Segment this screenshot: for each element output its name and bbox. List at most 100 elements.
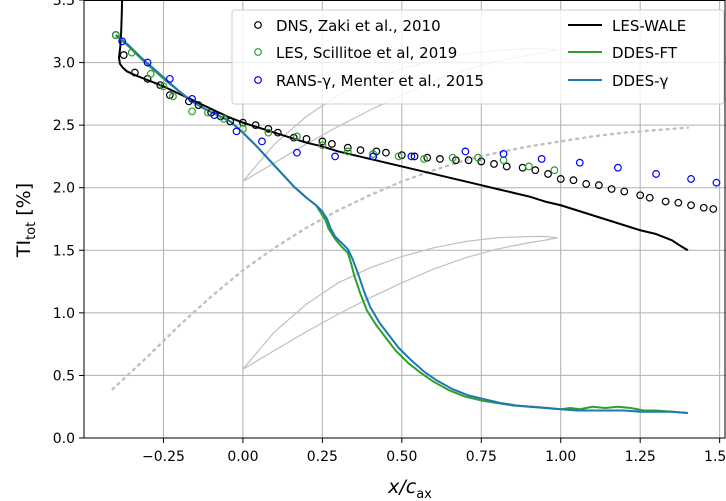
data-point-dns-zaki-et-al-2010 xyxy=(464,156,473,165)
data-point-rans-menter-et-al-2015 xyxy=(331,152,339,161)
y-tick-label: 3.0 xyxy=(53,56,75,72)
data-point-rans-menter-et-al-2015 xyxy=(499,150,508,158)
data-point-rans-menter-et-al-2015 xyxy=(407,152,416,161)
data-point-dns-zaki-et-al-2010 xyxy=(119,51,128,59)
data-point-dns-zaki-et-al-2010 xyxy=(569,176,578,185)
data-point-les-scillitoe-et-al-2019 xyxy=(219,114,228,123)
x-axis-label: x/cax xyxy=(387,476,432,501)
y-tick-label: 1.0 xyxy=(53,306,75,322)
blade-outline xyxy=(242,235,558,370)
data-point-rans-menter-et-al-2015 xyxy=(258,137,266,146)
data-point-rans-menter-et-al-2015 xyxy=(652,170,660,178)
legend-label-rans: RANS-γ, Menter et al., 2015 xyxy=(276,72,484,90)
data-point-dns-zaki-et-al-2010 xyxy=(620,187,629,196)
data-point-les-scillitoe-et-al-2019 xyxy=(204,108,212,117)
data-point-dns-zaki-et-al-2010 xyxy=(251,121,260,130)
data-point-les-scillitoe-et-al-2019 xyxy=(293,132,301,141)
data-point-rans-menter-et-al-2015 xyxy=(232,127,241,136)
data-point-dns-zaki-et-al-2010 xyxy=(687,201,695,210)
x-tick-label: 0.50 xyxy=(386,449,417,465)
legend-label-dns: DNS, Zaki et al., 2010 xyxy=(276,17,441,35)
data-point-dns-zaki-et-al-2010 xyxy=(194,101,203,110)
data-point-les-scillitoe-et-al-2019 xyxy=(159,82,168,91)
data-point-dns-zaki-et-al-2010 xyxy=(582,180,591,188)
data-point-rans-menter-et-al-2015 xyxy=(165,74,174,83)
data-point-les-scillitoe-et-al-2019 xyxy=(474,153,482,162)
data-point-les-scillitoe-et-al-2019 xyxy=(169,92,177,101)
x-tick-label: −0.25 xyxy=(142,449,185,465)
data-point-dns-zaki-et-al-2010 xyxy=(343,143,352,152)
data-point-dns-zaki-et-al-2010 xyxy=(699,203,708,212)
data-point-rans-menter-et-al-2015 xyxy=(537,155,546,163)
data-point-dns-zaki-et-al-2010 xyxy=(490,160,498,168)
data-point-rans-menter-et-al-2015 xyxy=(143,58,152,67)
data-series xyxy=(111,0,721,414)
data-point-dns-zaki-et-al-2010 xyxy=(709,205,718,213)
data-point-dns-zaki-et-al-2010 xyxy=(661,197,670,206)
data-point-dns-zaki-et-al-2010 xyxy=(674,198,683,207)
y-axis: 0.0 0.5 1.0 1.5 2.0 2.5 3.0 3.5 xyxy=(53,0,84,447)
data-point-les-scillitoe-et-al-2019 xyxy=(448,153,457,162)
data-point-rans-menter-et-al-2015 xyxy=(575,158,584,167)
x-tick-label: 1.00 xyxy=(545,449,576,465)
dotted-guide-line xyxy=(111,126,690,391)
data-point-les-scillitoe-et-al-2019 xyxy=(188,107,196,116)
data-point-les-scillitoe-et-al-2019 xyxy=(318,141,327,150)
data-point-dns-zaki-et-al-2010 xyxy=(436,155,444,163)
data-point-les-scillitoe-et-al-2019 xyxy=(394,152,403,161)
x-tick-label: 0.75 xyxy=(466,449,497,465)
data-point-dns-zaki-et-al-2010 xyxy=(645,193,654,202)
data-point-rans-menter-et-al-2015 xyxy=(369,152,378,161)
data-point-dns-zaki-et-al-2010 xyxy=(264,124,273,133)
y-axis-label: TItot [%] xyxy=(13,183,39,258)
legend-label-les-scillitoe: LES, Scillitoe et al, 2019 xyxy=(276,44,457,62)
legend-label-ddes-gamma: DDES-γ xyxy=(612,72,669,90)
data-point-les-scillitoe-et-al-2019 xyxy=(499,156,508,165)
data-point-rans-menter-et-al-2015 xyxy=(188,94,196,103)
data-point-dns-zaki-et-al-2010 xyxy=(130,68,139,77)
data-point-les-scillitoe-et-al-2019 xyxy=(111,31,120,39)
x-tick-label: 1.25 xyxy=(625,449,656,465)
data-point-dns-zaki-et-al-2010 xyxy=(502,162,511,171)
data-point-dns-zaki-et-al-2010 xyxy=(382,148,390,157)
data-point-dns-zaki-et-al-2010 xyxy=(518,163,527,172)
data-point-les-scillitoe-et-al-2019 xyxy=(369,150,378,158)
legend-marker-rans xyxy=(254,76,262,84)
data-point-dns-zaki-et-al-2010 xyxy=(410,152,419,161)
data-point-rans-menter-et-al-2015 xyxy=(461,147,470,156)
data-point-les-scillitoe-et-al-2019 xyxy=(343,147,352,156)
data-point-les-scillitoe-et-al-2019 xyxy=(550,166,559,175)
data-point-les-scillitoe-et-al-2019 xyxy=(525,162,533,171)
data-point-les-scillitoe-et-al-2019 xyxy=(239,124,247,133)
x-axis: −0.25 0.00 0.25 0.50 0.75 1.00 1.25 1.50 xyxy=(142,438,726,465)
data-point-dns-zaki-et-al-2010 xyxy=(356,146,365,155)
data-point-dns-zaki-et-al-2010 xyxy=(607,185,616,193)
legend-marker-les-scillitoe xyxy=(254,48,262,56)
data-point-les-scillitoe-et-al-2019 xyxy=(146,69,155,78)
y-tick-label: 3.5 xyxy=(53,0,75,9)
data-point-dns-zaki-et-al-2010 xyxy=(636,191,645,200)
legend: DNS, Zaki et al., 2010 LES, Scillitoe et… xyxy=(231,9,725,105)
data-point-rans-menter-et-al-2015 xyxy=(687,175,695,183)
data-point-dns-zaki-et-al-2010 xyxy=(544,170,552,178)
legend-label-les-wale: LES-WALE xyxy=(612,17,686,35)
data-point-dns-zaki-et-al-2010 xyxy=(531,166,540,175)
x-tick-label: 0.00 xyxy=(227,449,258,465)
legend-marker-dns xyxy=(254,21,262,29)
data-point-dns-zaki-et-al-2010 xyxy=(273,128,282,137)
data-point-les-scillitoe-et-al-2019 xyxy=(264,128,273,137)
legend-label-ddes-ft: DDES-FT xyxy=(612,44,678,62)
plot-frame xyxy=(83,0,726,439)
data-point-dns-zaki-et-al-2010 xyxy=(226,117,235,126)
y-tick-label: 2.5 xyxy=(53,118,75,134)
data-point-rans-menter-et-al-2015 xyxy=(210,111,219,120)
data-point-dns-zaki-et-al-2010 xyxy=(328,140,336,148)
data-point-rans-menter-et-al-2015 xyxy=(614,163,622,172)
data-point-dns-zaki-et-al-2010 xyxy=(594,181,603,190)
data-point-rans-menter-et-al-2015 xyxy=(118,37,127,46)
data-point-dns-zaki-et-al-2010 xyxy=(302,135,311,143)
series-line-les-wale xyxy=(117,0,689,252)
data-point-les-scillitoe-et-al-2019 xyxy=(420,155,428,163)
x-tick-label: 0.25 xyxy=(307,449,338,465)
